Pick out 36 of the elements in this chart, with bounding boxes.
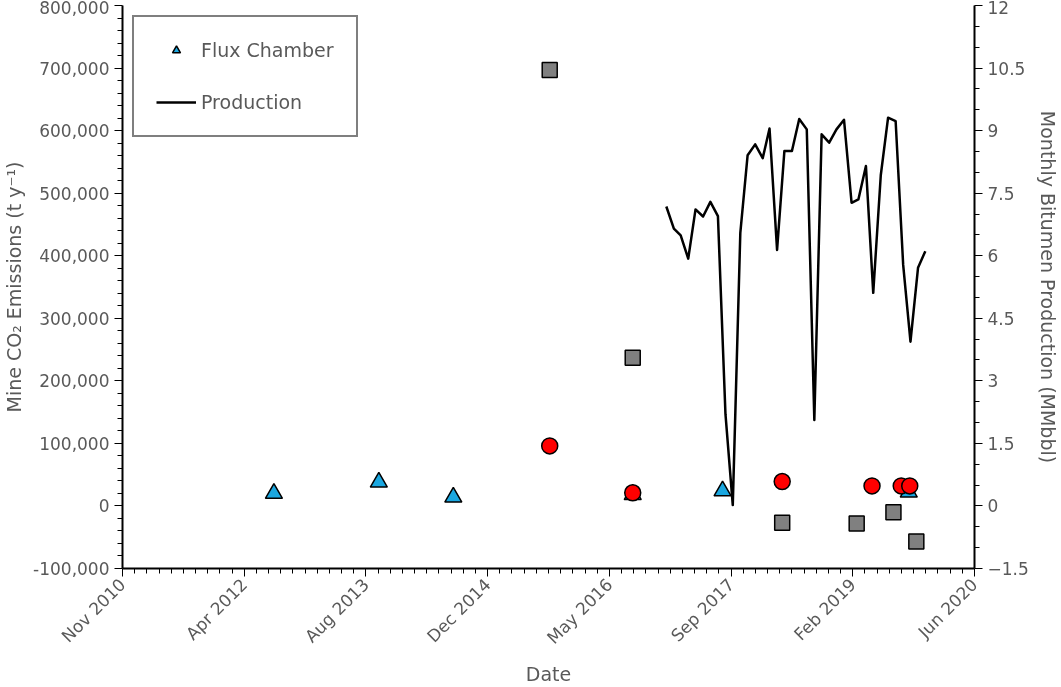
y2-tick-label: 1.5 [987, 433, 1015, 454]
point [908, 533, 925, 550]
point [540, 437, 559, 455]
y2-tick-label: 0 [987, 496, 999, 517]
y2-tick-label: −1.5 [987, 559, 1029, 579]
legend-label: Production [201, 91, 303, 113]
y-tick-label: 600,000 [39, 121, 110, 142]
y-tick-label: 700,000 [39, 58, 110, 79]
y2-tick-label: 4.5 [987, 308, 1015, 329]
point [863, 477, 881, 495]
y-axis-title: Mine CO₂ Emissions (t y⁻¹) [3, 161, 26, 413]
y2-axis-title: Monthly Bitumen Production (MMbbl) [1036, 110, 1059, 464]
line-series [665, 116, 927, 507]
x-axis-title: Date [525, 662, 572, 685]
legend-label: Flux Chamber [201, 39, 334, 61]
point [901, 477, 919, 495]
y2-tick-label: 7.5 [987, 183, 1015, 204]
point [848, 515, 865, 532]
point [885, 503, 902, 521]
y-tick-label: 0 [98, 496, 110, 517]
y-tick-label: 800,000 [39, 0, 110, 18]
y2-tick-label: 9 [987, 121, 999, 142]
y-tick-label: 300,000 [39, 308, 110, 329]
y-tick-label: 100,000 [39, 433, 110, 454]
y-tick-label: -100,000 [33, 559, 110, 579]
point [773, 514, 791, 532]
y2-tick-label: 10.5 [987, 58, 1026, 79]
y-tick-label: 200,000 [39, 371, 110, 392]
y2-tick-label: 3 [987, 371, 999, 392]
y2-tick-label: 6 [987, 246, 999, 267]
point [624, 349, 641, 366]
y-tick-label: 500,000 [39, 183, 110, 204]
point [541, 61, 558, 79]
point [773, 472, 791, 491]
y-tick-label: 400,000 [39, 246, 110, 267]
y2-tick-label: 12 [987, 0, 1010, 18]
